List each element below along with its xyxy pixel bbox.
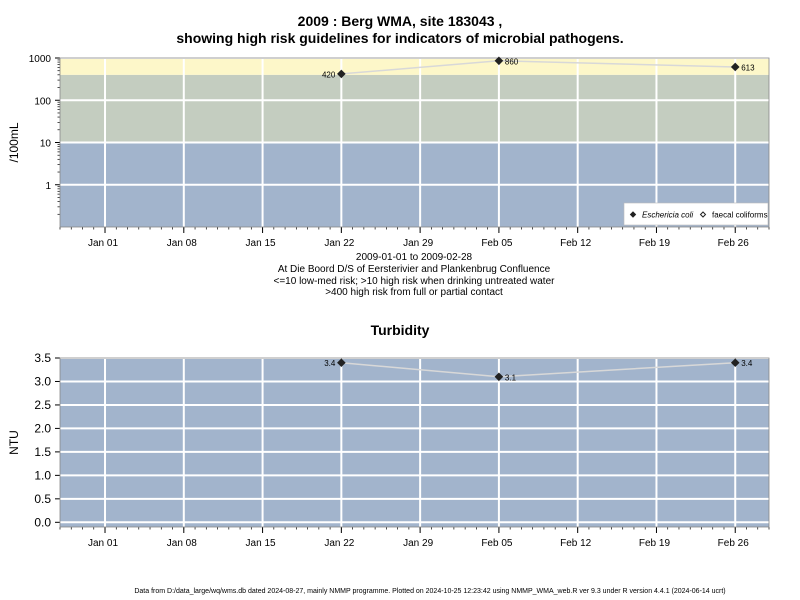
panel1-data-label-2: 860 bbox=[505, 57, 519, 66]
panel2-x-tick-label-6: Feb 05 bbox=[481, 538, 513, 549]
panel1-data-point-2 bbox=[494, 56, 504, 66]
panel2-data-point-2 bbox=[494, 372, 504, 382]
panel2-y-tick-label-3: 1.0 bbox=[34, 468, 51, 482]
date-range-note: 2009-01-01 to 2009-02-28 bbox=[355, 252, 473, 263]
panel1-x-tick-label-7: Feb 12 bbox=[560, 238, 592, 249]
panel2-y-tick-label-4: 1.5 bbox=[34, 445, 51, 459]
panel2-y-tick-label-7: 3.0 bbox=[34, 374, 51, 388]
panel1-data-label-1: 420 bbox=[322, 70, 336, 79]
panel1-data-point-1 bbox=[337, 69, 346, 79]
risk-note-contact: >400 high risk from full or partial cont… bbox=[325, 287, 503, 298]
panel2-data-label-2: 3.1 bbox=[505, 373, 517, 382]
panel1-y-tick-label-4: 1000 bbox=[29, 54, 52, 65]
panel2-y-tick-label-5: 2.0 bbox=[34, 421, 51, 435]
panel2-data-label-1: 3.4 bbox=[324, 359, 336, 368]
panel1-risk-band-2 bbox=[60, 74, 769, 143]
panel2-x-tick-label-3: Jan 15 bbox=[246, 538, 276, 549]
panel2-y-tick-label-6: 2.5 bbox=[34, 398, 51, 412]
panel1-x-tick-label-9: Feb 26 bbox=[718, 238, 750, 249]
panel2-y-tick-label-8: 3.5 bbox=[34, 351, 51, 365]
panel2-x-tick-label-7: Feb 12 bbox=[560, 538, 592, 549]
panel1-x-tick-label-5: Jan 29 bbox=[403, 238, 433, 249]
data-source-footer: Data from D:/data_large/wq/wms.db dated … bbox=[134, 588, 726, 595]
panel2-y-axis-label: NTU bbox=[7, 430, 21, 455]
panel1-x-tick-label-6: Feb 05 bbox=[481, 238, 513, 249]
panel1-y-axis-label: /100mL bbox=[7, 122, 21, 162]
panel2-data-point-1 bbox=[337, 358, 346, 368]
panel2-data-label-3: 3.4 bbox=[741, 359, 753, 368]
panel2-plot-background bbox=[60, 358, 769, 527]
panel2-y-tick-label-1: 0.0 bbox=[34, 515, 51, 529]
panel1-plot-frame bbox=[59, 57, 770, 228]
panel1-risk-band-3 bbox=[60, 58, 769, 75]
panel1-legend-marker-2 bbox=[699, 211, 707, 218]
panel1-legend-label-1: Eschericia coli bbox=[642, 211, 693, 220]
panel1-x-tick-label-1: Jan 01 bbox=[88, 238, 118, 249]
panel1-data-label-3: 613 bbox=[741, 63, 755, 72]
panel2-plot-frame bbox=[59, 357, 770, 528]
risk-note-drinking: <=10 low-med risk; >10 high risk when dr… bbox=[273, 276, 555, 287]
panel2-y-tick-label-2: 0.5 bbox=[34, 492, 51, 506]
turbidity-title: Turbidity bbox=[370, 322, 430, 338]
panel1-y-tick-label-3: 100 bbox=[34, 96, 51, 107]
chart-title-line-2: showing high risk guidelines for indicat… bbox=[176, 30, 624, 46]
panel2-x-tick-label-4: Jan 22 bbox=[324, 538, 354, 549]
panel2-x-tick-label-8: Feb 19 bbox=[639, 538, 671, 549]
panel2-x-tick-label-9: Feb 26 bbox=[718, 538, 750, 549]
panel2-data-point-3 bbox=[730, 358, 740, 368]
panel1-x-tick-label-2: Jan 08 bbox=[167, 238, 197, 249]
panel1-legend-marker-1 bbox=[629, 211, 637, 218]
location-note: At Die Boord D/S of Eersterivier and Pla… bbox=[277, 264, 551, 275]
panel1-legend-label-2: faecal coliforms bbox=[712, 211, 768, 220]
panel2-x-tick-label-1: Jan 01 bbox=[88, 538, 118, 549]
panel2-x-tick-label-2: Jan 08 bbox=[167, 538, 197, 549]
panel1-y-tick-label-1: 1 bbox=[45, 181, 51, 192]
panel1-x-tick-label-8: Feb 19 bbox=[639, 238, 671, 249]
panel1-data-point-3 bbox=[730, 62, 740, 72]
panel1-y-tick-label-2: 10 bbox=[40, 139, 52, 150]
chart-title-line-1: 2009 : Berg WMA, site 183043 , bbox=[297, 13, 503, 29]
panel2-x-tick-label-5: Jan 29 bbox=[403, 538, 433, 549]
panel1-x-tick-label-3: Jan 15 bbox=[246, 238, 276, 249]
panel1-x-tick-label-4: Jan 22 bbox=[324, 238, 354, 249]
panel1-legend-box bbox=[623, 202, 769, 226]
